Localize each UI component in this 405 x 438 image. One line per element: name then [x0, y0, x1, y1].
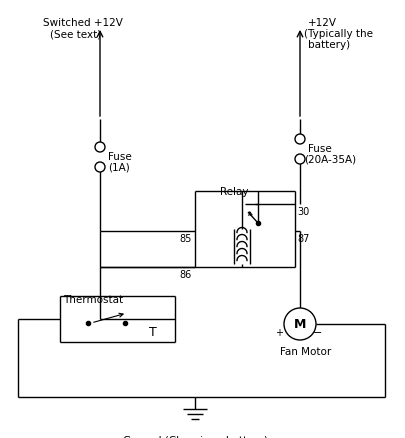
Text: Fuse: Fuse	[108, 152, 132, 162]
Text: −: −	[313, 327, 322, 337]
Text: M: M	[293, 318, 305, 331]
Text: +12V: +12V	[307, 18, 336, 28]
Circle shape	[294, 135, 304, 145]
Circle shape	[95, 162, 105, 173]
Text: (1A): (1A)	[108, 162, 130, 173]
Circle shape	[294, 155, 304, 165]
Circle shape	[284, 308, 315, 340]
Text: Switched +12V: Switched +12V	[43, 18, 123, 28]
Text: 30: 30	[296, 207, 309, 216]
Text: T: T	[149, 325, 156, 338]
Text: Fuse: Fuse	[307, 144, 331, 154]
Text: (20A-35A): (20A-35A)	[303, 155, 355, 165]
Text: battery): battery)	[307, 40, 349, 50]
Text: (See text): (See text)	[50, 29, 101, 39]
Text: 87: 87	[296, 233, 309, 244]
Text: Thermostat: Thermostat	[63, 294, 123, 304]
Text: Ground (Chassis or battery): Ground (Chassis or battery)	[123, 435, 267, 438]
Text: +: +	[274, 327, 282, 337]
Text: 85: 85	[179, 233, 191, 244]
Text: 86: 86	[179, 269, 191, 279]
Text: Relay: Relay	[220, 187, 248, 197]
Text: Fan Motor: Fan Motor	[279, 346, 330, 356]
Circle shape	[95, 143, 105, 153]
Text: (Typically the: (Typically the	[303, 29, 372, 39]
